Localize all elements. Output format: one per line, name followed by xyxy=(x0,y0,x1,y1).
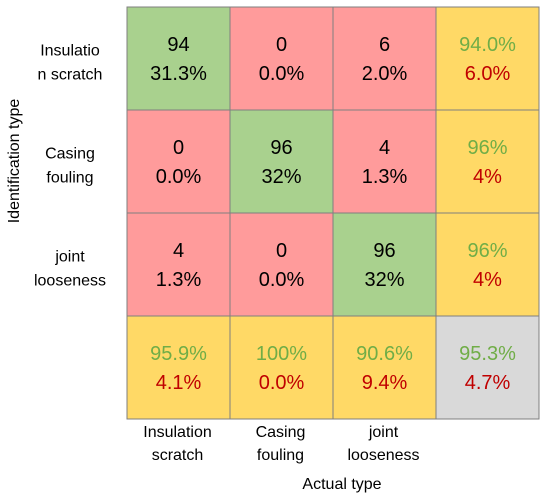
cell-r0-c2-value: 6 xyxy=(379,34,390,56)
cell-r0-c0-value: 94 xyxy=(167,34,189,56)
col-label-2-line-1: looseness xyxy=(347,447,419,464)
row-label-2-line-0: joint xyxy=(54,249,85,266)
cell-r2-c1-value: 0 xyxy=(276,240,287,262)
cell-r1-c2-percent: 1.3% xyxy=(362,166,408,188)
col-summary-1-rect xyxy=(229,315,334,420)
cell-r1-c0-value: 0 xyxy=(173,137,184,159)
column-labels: Insulation scratch Casing fouling joint loose… xyxy=(143,424,419,464)
cell-r0-c2-percent: 2.0% xyxy=(362,63,408,85)
row-label-1-line-0: Casing xyxy=(45,146,95,163)
col-summary-1-value: 100% xyxy=(256,343,307,365)
overall-accuracy-rect xyxy=(435,315,540,420)
cell-r2-c1-percent: 0.0% xyxy=(259,269,305,291)
cell-r1-c2-rect xyxy=(332,109,437,214)
overall-accuracy-percent: 4.7% xyxy=(465,372,511,394)
cell-r1-c1-rect xyxy=(229,109,334,214)
x-axis-title: Actual type xyxy=(302,476,381,493)
row-label-2-line-1: looseness xyxy=(34,273,106,290)
row-summary-0-value: 94.0% xyxy=(459,34,516,56)
col-summary-1-percent: 0.0% xyxy=(259,372,305,394)
cell-r0-c2-rect xyxy=(332,6,437,111)
cell-r1-c0-percent: 0.0% xyxy=(156,166,202,188)
cell-r2-c0-value: 4 xyxy=(173,240,184,262)
y-axis-title: Identification type xyxy=(6,99,23,224)
cell-r1-c1-value: 96 xyxy=(270,137,292,159)
col-label-0-line-1: scratch xyxy=(152,447,204,464)
col-label-0-line-0: Insulation xyxy=(143,424,212,441)
cell-r2-c2-value: 96 xyxy=(373,240,395,262)
col-summary-0-value: 95.9% xyxy=(150,343,207,365)
cell-r0-c1-percent: 0.0% xyxy=(259,63,305,85)
cell-r0-c0-percent: 31.3% xyxy=(150,63,207,85)
col-summary-0-rect xyxy=(126,315,231,420)
row-summary-1-rect xyxy=(435,109,540,214)
col-summary-2-rect xyxy=(332,315,437,420)
col-summary-0-percent: 4.1% xyxy=(156,372,202,394)
col-label-1-line-0: Casing xyxy=(256,424,306,441)
row-label-0-line-0: Insulatio xyxy=(40,43,100,60)
cell-r0-c0-rect xyxy=(126,6,231,111)
cell-r2-c2-percent: 32% xyxy=(364,269,404,291)
row-label-1-line-1: fouling xyxy=(46,170,93,187)
row-summary-0-rect xyxy=(435,6,540,111)
cell-r2-c1-rect xyxy=(229,212,334,317)
overall-accuracy-value: 95.3% xyxy=(459,343,516,365)
col-label-2-line-0: joint xyxy=(368,424,399,441)
cell-r1-c1-percent: 32% xyxy=(261,166,301,188)
cell-r0-c1-rect xyxy=(229,6,334,111)
row-label-0-line-1: n scratch xyxy=(38,67,103,84)
col-summary-2-percent: 9.4% xyxy=(362,372,408,394)
cell-r1-c2-value: 4 xyxy=(379,137,390,159)
row-summary-2-percent: 4% xyxy=(473,269,502,291)
matrix-cells: 94 31.3% 0 0.0% 6 2.0% 0 0.0% 96 32% 4 1.3% 4 1.3% 0 0.… xyxy=(126,6,540,420)
cell-r0-c1-value: 0 xyxy=(276,34,287,56)
col-summary-2-value: 90.6% xyxy=(356,343,413,365)
row-summary-1-percent: 4% xyxy=(473,166,502,188)
row-summary-2-value: 96% xyxy=(467,240,507,262)
row-summary-1-value: 96% xyxy=(467,137,507,159)
cell-r2-c2-rect xyxy=(332,212,437,317)
col-label-1-line-1: fouling xyxy=(257,447,304,464)
cell-r2-c0-rect xyxy=(126,212,231,317)
row-summary-2-rect xyxy=(435,212,540,317)
row-summary-0-percent: 6.0% xyxy=(465,63,511,85)
row-labels: Insulatio n scratch Casing fouling joint loos… xyxy=(34,43,106,290)
cell-r1-c0-rect xyxy=(126,109,231,214)
cell-r2-c0-percent: 1.3% xyxy=(156,269,202,291)
